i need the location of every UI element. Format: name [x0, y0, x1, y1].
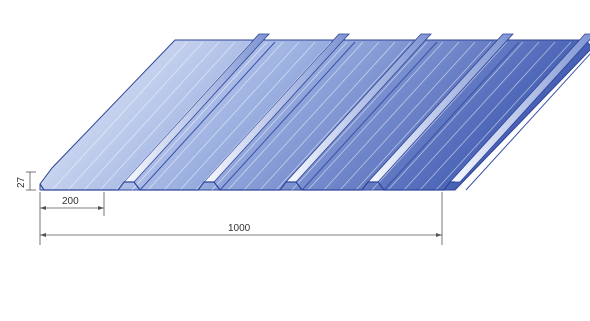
groove-line [51, 41, 188, 191]
groove-line [163, 41, 300, 191]
rib-shadow-line [139, 41, 276, 191]
groove-line [67, 41, 204, 191]
groove-line [243, 41, 380, 191]
groove-line [419, 41, 556, 191]
groove-lines [51, 41, 572, 191]
rib-shadow-line [301, 41, 438, 191]
groove-line [355, 41, 492, 191]
rib-shadow-line [465, 53, 590, 191]
groove-line [371, 41, 508, 191]
groove-line [403, 41, 540, 191]
width-label: 1000 [228, 223, 251, 234]
rib-shadow-line [219, 41, 356, 191]
height-label: 27 [16, 176, 27, 188]
groove-line [179, 41, 316, 191]
groove-line [211, 41, 348, 191]
groove-line [291, 41, 428, 191]
groove-line [131, 41, 268, 191]
pitch-label: 200 [62, 196, 79, 207]
groove-line [339, 41, 476, 191]
groove-line [307, 41, 444, 191]
groove-line [83, 41, 220, 191]
groove-line [195, 41, 332, 191]
groove-line [323, 41, 460, 191]
sheet-ribs [123, 33, 590, 191]
pitch-dimension: 200 [39, 192, 105, 216]
groove-line [275, 41, 412, 191]
height-dimension: 27 [16, 171, 36, 191]
groove-line [259, 41, 396, 191]
groove-line [115, 41, 252, 191]
width-dimension: 1000 [39, 192, 443, 245]
groove-line [99, 41, 236, 191]
profile-edge [39, 181, 455, 191]
rib-crest [449, 33, 590, 183]
rib-shadow-line [383, 41, 520, 191]
groove-line [147, 41, 284, 191]
groove-line [435, 41, 572, 191]
groove-line [227, 41, 364, 191]
groove-line [387, 41, 524, 191]
